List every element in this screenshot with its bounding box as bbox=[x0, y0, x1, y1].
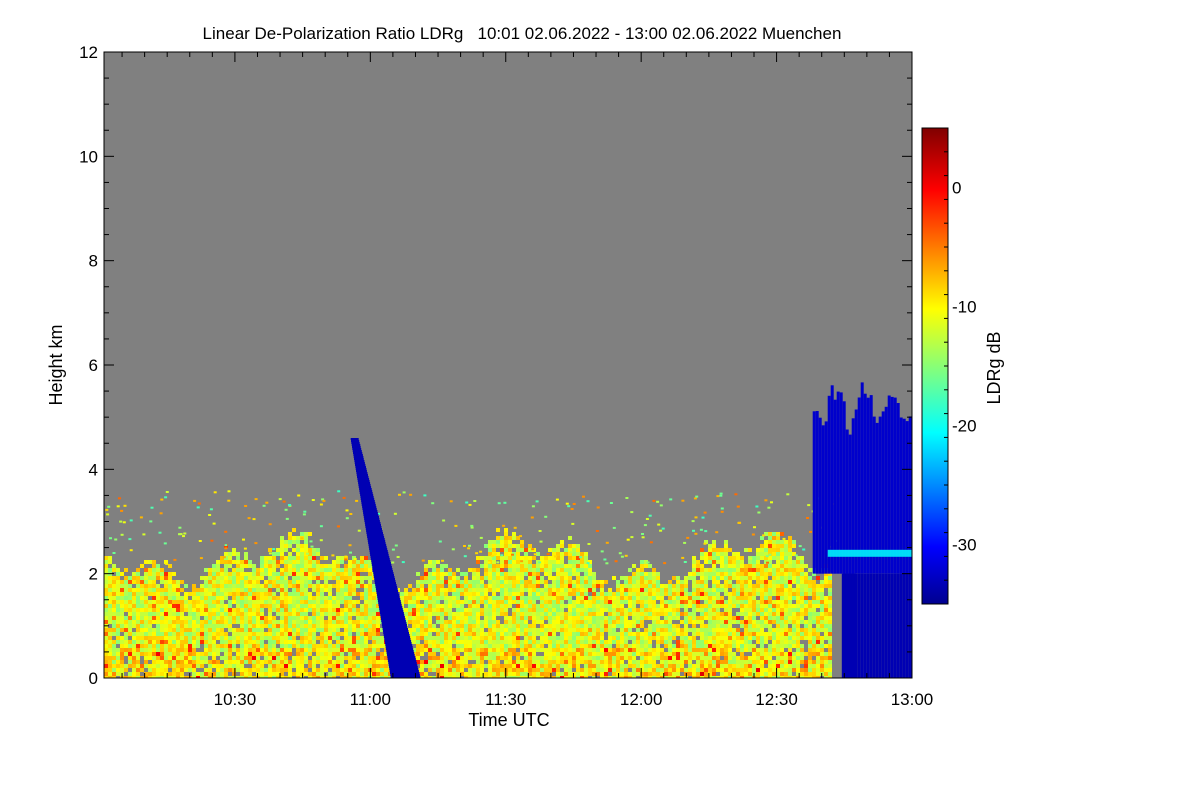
heatmap-layer bbox=[104, 382, 912, 678]
x-tick-label: 11:30 bbox=[485, 690, 526, 709]
chart-title: Linear De-Polarization Ratio LDRg 10:01 … bbox=[203, 24, 842, 43]
y-tick-label: 10 bbox=[79, 147, 98, 166]
x-tick-label: 12:30 bbox=[755, 690, 798, 709]
colorbar-axis: 0 -10 -20 -30 bbox=[944, 127, 977, 605]
colorbar-tick-label: -30 bbox=[952, 536, 977, 555]
x-tick-label: 10:30 bbox=[214, 690, 257, 709]
colorbar bbox=[921, 127, 949, 605]
colorbar-tick-label: -20 bbox=[952, 417, 977, 436]
x-tick-label: 11:00 bbox=[350, 690, 391, 709]
y-axis-label: Height km bbox=[46, 324, 66, 405]
x-axis-label: Time UTC bbox=[468, 710, 549, 730]
y-tick-label: 6 bbox=[89, 356, 98, 375]
y-tick-label: 4 bbox=[89, 460, 98, 479]
colorbar-tick-label: 0 bbox=[952, 179, 961, 198]
x-axis: 10:30 11:00 11:30 12:00 12:30 13:00 bbox=[121, 52, 934, 709]
y-tick-label: 12 bbox=[79, 43, 98, 62]
x-tick-label: 12:00 bbox=[620, 690, 663, 709]
y-axis: 0 2 4 6 8 10 12 bbox=[79, 43, 912, 688]
y-tick-label: 0 bbox=[89, 669, 98, 688]
x-tick-label: 13:00 bbox=[891, 690, 934, 709]
colorbar-label: LDRg dB bbox=[984, 331, 1004, 404]
y-tick-label: 2 bbox=[89, 565, 98, 584]
colorbar-tick-label: -10 bbox=[952, 298, 977, 317]
y-tick-label: 8 bbox=[89, 252, 98, 271]
